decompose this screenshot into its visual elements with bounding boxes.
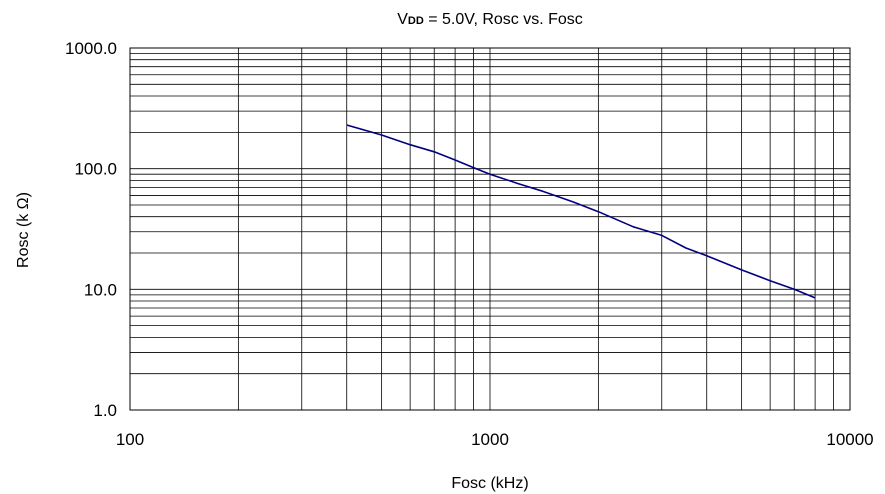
plot-frame xyxy=(129,47,851,411)
tick-labels: 100 1000 10000 1.0 10.0 100.0 1000.0 xyxy=(65,39,874,449)
x-tick-label: 1000 xyxy=(471,430,509,449)
x-tick-label: 100 xyxy=(116,430,144,449)
x-tick-label: 10000 xyxy=(826,430,873,449)
title-subscript: DD xyxy=(408,15,424,27)
y-tick-label: 1000.0 xyxy=(65,39,117,58)
series-line-1 xyxy=(346,124,816,299)
chart-title: VDD = 5.0V, Rosc vs. Fosc xyxy=(397,11,583,28)
y-tick-label: 100.0 xyxy=(74,160,117,179)
grid xyxy=(129,47,851,411)
y-axis-label: Rosc (k Ω) xyxy=(15,192,32,268)
y-tick-label: 10.0 xyxy=(84,280,117,299)
series-layer xyxy=(346,124,816,299)
title-v: V xyxy=(397,11,408,28)
y-tick-label: 1.0 xyxy=(93,401,117,420)
title-rest: = 5.0V, Rosc vs. Fosc xyxy=(424,11,583,28)
x-axis-label: Fosc (kHz) xyxy=(451,475,528,492)
